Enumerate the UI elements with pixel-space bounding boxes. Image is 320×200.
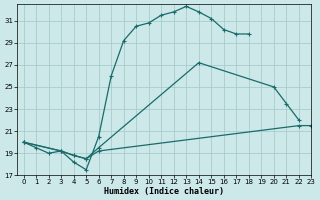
X-axis label: Humidex (Indice chaleur): Humidex (Indice chaleur): [104, 187, 224, 196]
